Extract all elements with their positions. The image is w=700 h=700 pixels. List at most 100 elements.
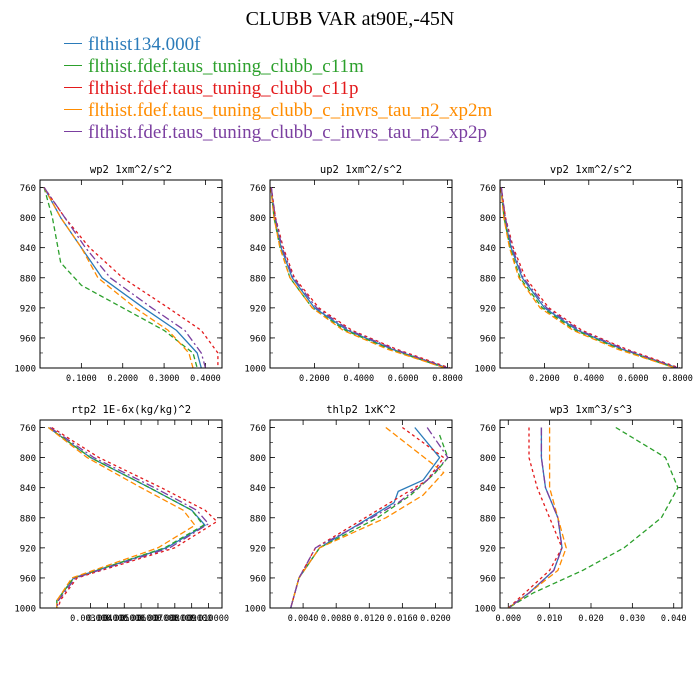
y-tick-label: 800 [20, 454, 36, 464]
panel-title: thlp2 1xK^2 [326, 404, 396, 416]
y-tick-label: 800 [480, 454, 496, 464]
series-line [48, 426, 205, 608]
series-line [43, 187, 198, 368]
legend-line-swatch [64, 65, 82, 67]
x-tick-label: 0.4000 [343, 374, 374, 384]
series-line [270, 187, 446, 368]
series-line [51, 426, 218, 608]
x-tick-label: 0.040 [661, 614, 687, 624]
y-tick-label: 920 [20, 544, 36, 554]
legend-item: flthist.fdef.taus_tuning_clubb_c_invrs_t… [64, 122, 492, 144]
x-tick-label: 0.0080 [321, 614, 352, 624]
x-tick-label: 0.8000 [432, 374, 463, 384]
x-tick-label: 0.8000 [662, 374, 693, 384]
y-tick-label: 800 [250, 214, 266, 224]
y-tick-label: 960 [250, 574, 266, 584]
legend-line-swatch [64, 109, 82, 111]
y-tick-label: 800 [250, 454, 266, 464]
chart-panel: rtp2 1E-6x(kg/kg)^2 760 800 840 880 920 960 100… [14, 404, 229, 624]
y-tick-label: 800 [480, 214, 496, 224]
x-tick-label: 0.1000 [66, 374, 97, 384]
legend-label: flthist.fdef.taus_tuning_clubb_c_invrs_t… [88, 100, 493, 121]
y-tick-label: 760 [250, 424, 266, 434]
legend-label: flthist.fdef.taus_tuning_clubb_c11p [88, 78, 359, 99]
series-line [500, 187, 681, 368]
x-tick-label: 0.3000 [149, 374, 180, 384]
y-tick-label: 1000 [474, 605, 496, 615]
series-line [507, 427, 563, 608]
chart-panel: wp3 1xm^3/s^3 760 800 840 880 920 960 10000.000… [474, 404, 686, 624]
y-tick-label: 880 [250, 274, 266, 284]
legend-item: flthist134.000f [64, 34, 492, 56]
y-tick-label: 880 [480, 514, 496, 524]
y-tick-label: 880 [20, 514, 36, 524]
series-line [270, 187, 446, 368]
y-tick-label: 960 [20, 574, 36, 584]
y-tick-label: 920 [250, 304, 266, 314]
y-tick-label: 760 [480, 184, 496, 194]
series-line [507, 426, 679, 608]
panel-title: rtp2 1E-6x(kg/kg)^2 [71, 404, 191, 416]
figure-title: CLUBB VAR at90E,-45N [245, 8, 455, 30]
y-tick-label: 960 [20, 334, 36, 344]
x-tick-label: 0.003000 [70, 614, 111, 624]
plot-frame [269, 419, 453, 609]
y-tick-label: 960 [250, 334, 266, 344]
series-line [43, 187, 194, 368]
plot-frame [499, 419, 683, 609]
series-group [43, 187, 219, 368]
y-tick-label: 1000 [244, 605, 266, 615]
y-tick-label: 880 [480, 274, 496, 284]
x-tick-label: 0.0040 [288, 614, 319, 624]
series-line [290, 426, 445, 608]
y-tick-label: 880 [20, 274, 36, 284]
series-line [290, 434, 449, 608]
y-tick-label: 960 [480, 574, 496, 584]
legend-line-swatch [64, 131, 82, 133]
y-tick-label: 920 [20, 304, 36, 314]
series-group [507, 426, 679, 608]
panel-title: wp2 1xm^2/s^2 [90, 164, 172, 176]
x-tick-label: 0.010 [537, 614, 563, 624]
x-tick-label: 0.0200 [420, 614, 451, 624]
x-tick-label: 0.2000 [299, 374, 330, 384]
y-tick-label: 840 [480, 484, 496, 494]
y-tick-label: 1000 [474, 365, 496, 375]
series-group [290, 426, 449, 608]
x-tick-label: 0.005000 [104, 614, 145, 624]
panel-title: up2 1xm^2/s^2 [320, 164, 402, 176]
series-line [500, 187, 678, 368]
series-line [500, 187, 676, 368]
x-tick-label: 0.4000 [190, 374, 221, 384]
series-group [500, 187, 681, 368]
plot-frame [39, 179, 223, 369]
x-tick-label: 0.009000 [171, 614, 212, 624]
y-tick-label: 1000 [14, 365, 36, 375]
legend: flthist134.000f flthist.fdef.taus_tuning… [64, 34, 492, 144]
y-tick-label: 840 [480, 244, 496, 254]
series-line [507, 427, 563, 608]
y-tick-label: 920 [480, 544, 496, 554]
x-tick-label: 0.004000 [87, 614, 128, 624]
panel-title: wp3 1xm^3/s^3 [550, 404, 632, 416]
x-tick-label: 0.007000 [137, 614, 178, 624]
y-tick-label: 1000 [244, 365, 266, 375]
chart-panel: vp2 1xm^2/s^2 760 800 840 880 920 960 1000 0.200… [474, 164, 693, 384]
legend-item: flthist.fdef.taus_tuning_clubb_c_invrs_t… [64, 100, 492, 122]
y-tick-label: 960 [480, 334, 496, 344]
y-tick-label: 880 [250, 514, 266, 524]
x-tick-label: 0.0160 [387, 614, 418, 624]
panel-title: vp2 1xm^2/s^2 [550, 164, 632, 176]
legend-label: flthist.fdef.taus_tuning_clubb_c_invrs_t… [88, 122, 487, 143]
y-tick-label: 760 [480, 424, 496, 434]
legend-item: flthist.fdef.taus_tuning_clubb_c11p [64, 78, 492, 100]
y-tick-label: 920 [480, 304, 496, 314]
y-tick-label: 1000 [14, 605, 36, 615]
y-tick-label: 760 [20, 184, 36, 194]
x-tick-label: 0.008000 [154, 614, 195, 624]
x-tick-label: 0.0120 [354, 614, 385, 624]
plot-frame [39, 419, 223, 609]
y-tick-label: 840 [250, 244, 266, 254]
